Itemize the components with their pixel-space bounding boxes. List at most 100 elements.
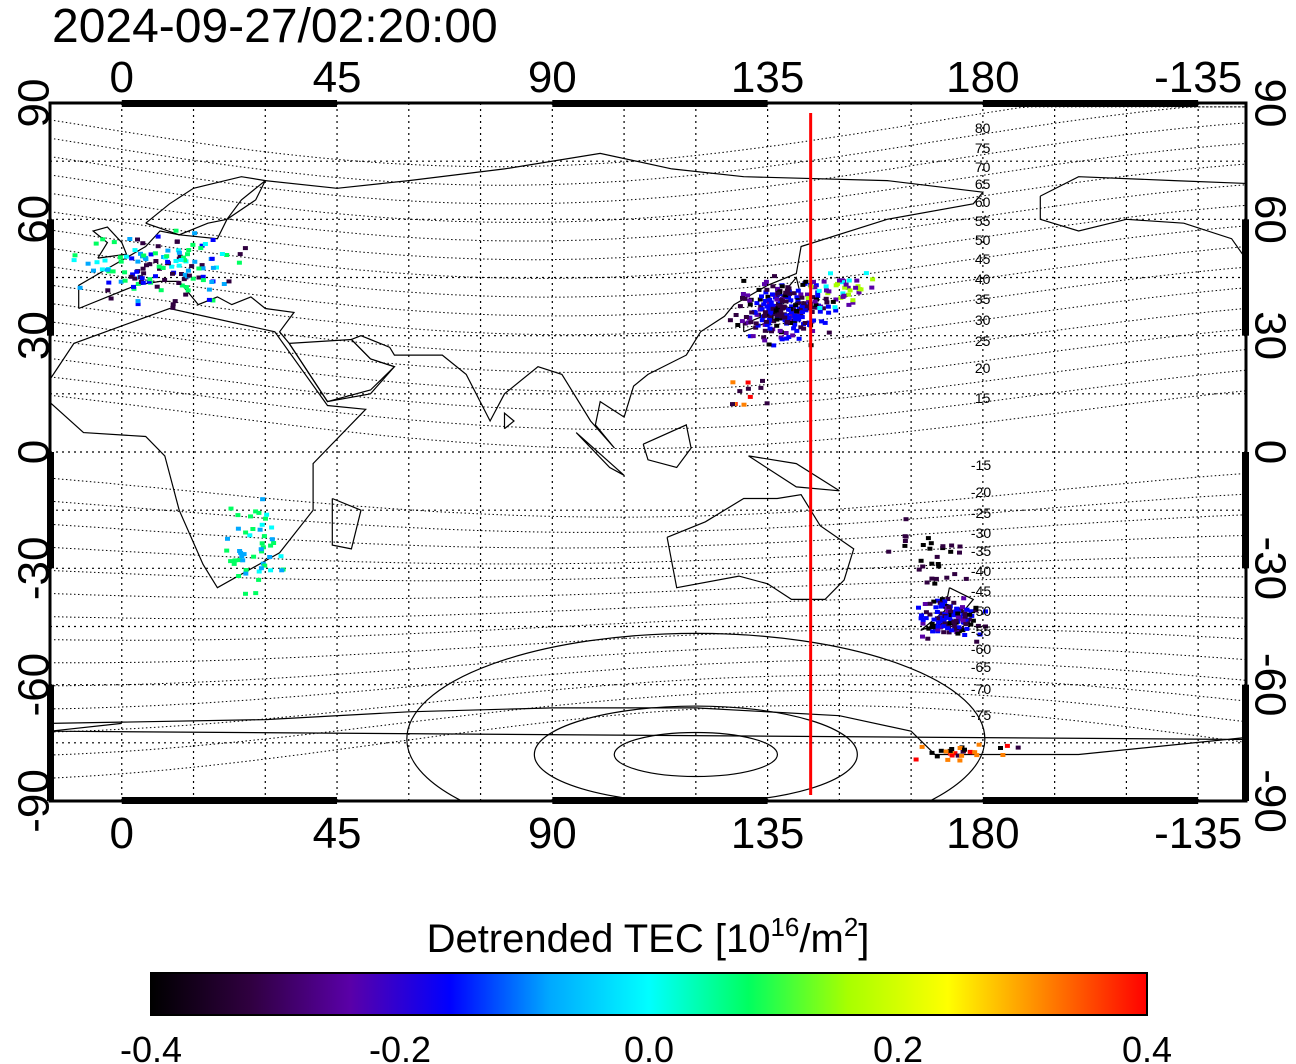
tec-point: [937, 615, 943, 620]
tec-point: [819, 319, 825, 324]
mag-lat-contour: [50, 704, 1246, 779]
tec-point: [964, 626, 970, 631]
tec-point: [762, 328, 768, 333]
tec-point: [206, 297, 212, 302]
tec-point: [795, 314, 801, 319]
tec-point: [932, 581, 938, 586]
mag-lat-contour: [50, 106, 1246, 168]
tec-point: [948, 618, 954, 623]
tec-point: [257, 527, 263, 532]
axis-tick-bar: [1242, 684, 1249, 801]
tec-point: [172, 299, 178, 304]
tec-point: [850, 300, 856, 305]
tec-point: [795, 288, 801, 293]
tec-point: [805, 306, 811, 311]
tec-point: [837, 278, 842, 283]
tec-point: [247, 533, 253, 538]
colorbar-tick-label: 0.2: [873, 1029, 923, 1064]
tec-point: [794, 295, 800, 300]
tec-point: [155, 244, 161, 249]
mag-lat-contour: [50, 595, 1246, 620]
tec-point: [824, 288, 829, 293]
tec-point: [165, 248, 171, 253]
tec-point: [799, 303, 805, 308]
tec-point: [183, 285, 189, 290]
tec-point: [791, 326, 797, 331]
coastline-segment: [50, 707, 1246, 756]
mag-lat-contour: [50, 204, 1246, 279]
tec-point: [798, 292, 804, 297]
tec-point: [779, 284, 785, 289]
tec-point: [801, 301, 807, 306]
tec-point: [760, 378, 765, 383]
tec-point: [196, 275, 202, 280]
tec-point: [952, 751, 958, 756]
tec-point: [948, 549, 954, 554]
contour-label: -25: [971, 505, 991, 521]
tec-point: [764, 401, 770, 406]
top-lon-label: 135: [731, 53, 804, 102]
tec-point: [141, 271, 147, 276]
tec-point: [747, 334, 753, 339]
tec-point: [93, 241, 99, 246]
tec-point: [794, 309, 800, 313]
tec-point: [755, 323, 761, 328]
left-lat-label: 90: [10, 79, 59, 128]
tec-point: [761, 302, 767, 307]
tec-point: [821, 279, 827, 284]
tec-point: [730, 402, 735, 407]
tec-point: [105, 267, 111, 272]
tec-point: [962, 614, 968, 619]
tec-point: [958, 607, 964, 612]
tec-point: [817, 306, 823, 310]
tec-point: [256, 569, 262, 574]
tec-point: [959, 753, 965, 758]
tec-point: [768, 310, 774, 315]
tec-point: [118, 279, 124, 284]
mag-lat-contour: [50, 390, 1246, 450]
right-latitude-labels: 90 60 30 0 -30 -60 -90: [1246, 79, 1295, 833]
tec-point: [977, 632, 983, 637]
tec-point: [236, 574, 242, 578]
contour-label: 55: [975, 213, 991, 229]
tec-point: [160, 266, 166, 270]
tec-point: [786, 295, 792, 300]
tec-point: [106, 280, 112, 285]
tec-point: [812, 285, 818, 290]
tec-point: [210, 298, 216, 303]
tec-point: [913, 757, 919, 762]
tec-point: [920, 564, 926, 569]
tec-point: [846, 302, 852, 307]
tec-point: [983, 609, 988, 614]
tec-point: [920, 634, 925, 639]
tec-point: [745, 380, 751, 385]
tec-point: [789, 304, 795, 309]
tec-point: [938, 611, 944, 616]
tec-point: [938, 748, 944, 753]
tec-point: [952, 572, 958, 577]
right-lat-label: 90: [1246, 79, 1295, 128]
tec-point: [941, 619, 947, 624]
tec-point: [935, 627, 941, 632]
tec-point: [235, 513, 241, 518]
contour-label: 60: [975, 194, 991, 210]
tec-point: [102, 258, 108, 263]
contour-label: 65: [975, 176, 991, 192]
contour-label: 80: [975, 120, 991, 136]
tec-point: [183, 292, 189, 297]
tec-point: [185, 252, 190, 257]
tec-point: [263, 516, 268, 521]
tec-point: [730, 380, 736, 385]
tec-point: [902, 539, 908, 543]
tec-point: [85, 261, 91, 266]
contour-label: -50: [971, 603, 991, 619]
tec-point: [779, 299, 785, 304]
tec-point: [176, 263, 182, 268]
mag-lat-contour: [50, 555, 1246, 582]
tec-point: [960, 605, 965, 610]
tec-point: [248, 514, 253, 519]
colorbar-ticks: -0.4 -0.2 0.0 0.2 0.4: [120, 1029, 1172, 1064]
tec-point: [934, 610, 940, 614]
bottom-lon-label: 45: [313, 809, 362, 858]
